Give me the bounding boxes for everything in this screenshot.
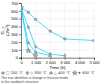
tick: 400 bbox=[11, 24, 21, 29]
series-line bbox=[21, 8, 65, 56]
y-axis: 0 100 200 300 400 500 600 700 bbox=[11, 1, 21, 61]
y-axis-title: G_c(J/m²) bbox=[0, 24, 10, 36]
tick-label: 600 bbox=[11, 9, 18, 14]
grid-line bbox=[21, 3, 94, 4]
point bbox=[34, 18, 36, 20]
chart: □ 200 °C◇ 300 °C△ 400 °C★ 600 °CThe star… bbox=[0, 0, 100, 84]
tick-mark bbox=[19, 19, 21, 20]
tick-mark bbox=[19, 26, 21, 27]
tick-label: 1 000 bbox=[31, 60, 42, 65]
tick-label: 4 000 bbox=[75, 60, 86, 65]
tick-mark bbox=[19, 42, 21, 43]
grid-line bbox=[50, 3, 51, 58]
point bbox=[49, 54, 52, 57]
tick: 3 000 bbox=[60, 58, 71, 65]
tick-mark bbox=[19, 3, 21, 4]
point bbox=[49, 30, 51, 32]
x-axis: 0 1 000 2 0003 000 4 0005 000 bbox=[20, 58, 100, 65]
tick: 0 bbox=[20, 58, 23, 65]
legend-line bbox=[1, 73, 5, 74]
series-line bbox=[21, 8, 94, 41]
series-line bbox=[21, 8, 50, 56]
tick-label: 0 bbox=[20, 60, 23, 65]
legend-symbol bbox=[49, 71, 52, 74]
tick: 300 bbox=[11, 32, 21, 37]
tick: 700 bbox=[11, 1, 21, 6]
series bbox=[21, 6, 52, 57]
point bbox=[34, 45, 36, 49]
tick: 5 000 bbox=[89, 58, 100, 65]
grid-line bbox=[94, 3, 95, 58]
legend-symbol bbox=[72, 70, 77, 75]
grid-line bbox=[21, 18, 94, 19]
plot-area: 0 1 000 2 0003 000 4 0005 000 0 100 200 300 400 5… bbox=[11, 1, 100, 65]
x-axis-title: Time (h) bbox=[49, 65, 66, 70]
tick-mark bbox=[19, 34, 21, 35]
legend-item: ★ 600 °C bbox=[72, 70, 95, 75]
axis-line bbox=[19, 4, 22, 59]
tick: 1 000 bbox=[31, 58, 42, 65]
legend-symbol bbox=[26, 71, 28, 75]
tick: 2 000 bbox=[46, 58, 57, 65]
tick: 600 bbox=[11, 9, 21, 14]
grid-line bbox=[35, 3, 36, 58]
series bbox=[21, 6, 66, 58]
tick-label: 500 bbox=[11, 16, 18, 21]
grid-line bbox=[21, 49, 94, 50]
point bbox=[64, 38, 66, 40]
point bbox=[33, 53, 38, 58]
tick-label: 700 bbox=[11, 1, 18, 6]
point bbox=[27, 25, 29, 29]
tick: 100 bbox=[11, 48, 21, 53]
tick: 500 bbox=[11, 16, 21, 21]
tick-label: 200 bbox=[11, 40, 18, 45]
tick-mark bbox=[19, 58, 21, 59]
tick-label: 5 000 bbox=[89, 60, 100, 65]
grid-line bbox=[21, 26, 94, 27]
grid-line bbox=[21, 42, 94, 43]
data bbox=[21, 5, 94, 58]
tick-label: 400 bbox=[11, 24, 18, 29]
y-axis-title-line: (J/m²) bbox=[5, 24, 10, 36]
series-line bbox=[21, 8, 36, 56]
grid-line bbox=[79, 3, 80, 58]
point bbox=[64, 54, 66, 58]
series bbox=[21, 5, 38, 58]
tick: 4 000 bbox=[75, 58, 86, 65]
tick-mark bbox=[19, 50, 21, 51]
point bbox=[49, 52, 51, 56]
legend-symbol bbox=[2, 72, 4, 74]
tick-label: 0 bbox=[16, 55, 19, 60]
grid bbox=[21, 3, 94, 58]
point bbox=[93, 39, 94, 41]
legend-label: ★ 600 °C bbox=[78, 71, 95, 75]
point bbox=[27, 11, 29, 13]
tick: 0 bbox=[16, 55, 21, 60]
tick-label: 100 bbox=[11, 48, 18, 53]
point bbox=[26, 48, 31, 53]
tick-mark bbox=[19, 11, 21, 12]
point bbox=[21, 5, 24, 10]
tick-label: 300 bbox=[11, 32, 18, 37]
grid-line bbox=[64, 3, 65, 58]
grid-line bbox=[21, 10, 94, 11]
tick: 200 bbox=[11, 40, 21, 45]
grid-line bbox=[21, 34, 94, 35]
annotation: in the sandwich structure bbox=[1, 80, 39, 84]
